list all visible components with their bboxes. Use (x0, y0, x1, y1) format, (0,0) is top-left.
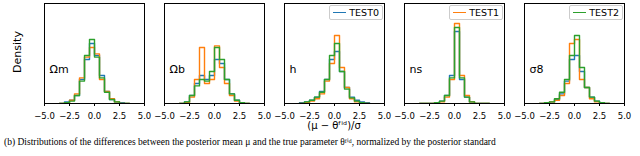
svg-text:5.0: 5.0 (618, 111, 632, 120)
html-text:TEST1: TEST1 (469, 7, 499, 18)
svg-text:−2.5: −2.5 (539, 111, 560, 120)
svg-text:0.0: 0.0 (448, 111, 462, 120)
svg-text:−5.0: −5.0 (394, 111, 415, 120)
svg-text:0.0: 0.0 (568, 111, 582, 120)
html-text:TEST2: TEST2 (589, 7, 619, 18)
svg-text:2.5: 2.5 (233, 111, 247, 120)
svg-text:0.0: 0.0 (88, 111, 102, 120)
svg-text:Ωb: Ωb (170, 63, 185, 76)
svg-text:5.0: 5.0 (258, 111, 272, 120)
svg-text:−5.0: −5.0 (514, 111, 535, 120)
html-text:TEST0: TEST0 (349, 7, 379, 18)
html-text:(μ − θᶠⁱᵈ)/σ: (μ − θᶠⁱᵈ)/σ (307, 120, 361, 131)
svg-text:−2.5: −2.5 (59, 111, 80, 120)
svg-text:5.0: 5.0 (498, 111, 512, 120)
svg-text:0.0: 0.0 (208, 111, 222, 120)
svg-text:−5.0: −5.0 (34, 111, 55, 120)
svg-text:5.0: 5.0 (138, 111, 152, 120)
html-text:Density: Density (10, 31, 24, 73)
svg-text:−2.5: −2.5 (299, 111, 320, 120)
svg-text:−5.0: −5.0 (154, 111, 175, 120)
svg-text:ns: ns (410, 63, 423, 76)
svg-text:Ωm: Ωm (50, 63, 69, 76)
svg-text:2.5: 2.5 (353, 111, 367, 120)
svg-text:2.5: 2.5 (113, 111, 127, 120)
svg-text:h: h (290, 63, 297, 76)
svg-text:2.5: 2.5 (593, 111, 607, 120)
svg-text:−2.5: −2.5 (179, 111, 200, 120)
svg-text:σ8: σ8 (530, 63, 544, 76)
svg-text:0.0: 0.0 (328, 111, 342, 120)
svg-text:5.0: 5.0 (378, 111, 392, 120)
html-text:(b) Distributions of the diffe: (b) Distributions of the differences bet… (4, 137, 496, 147)
svg-text:2.5: 2.5 (473, 111, 487, 120)
svg-text:−5.0: −5.0 (274, 111, 295, 120)
svg-text:−2.5: −2.5 (419, 111, 440, 120)
